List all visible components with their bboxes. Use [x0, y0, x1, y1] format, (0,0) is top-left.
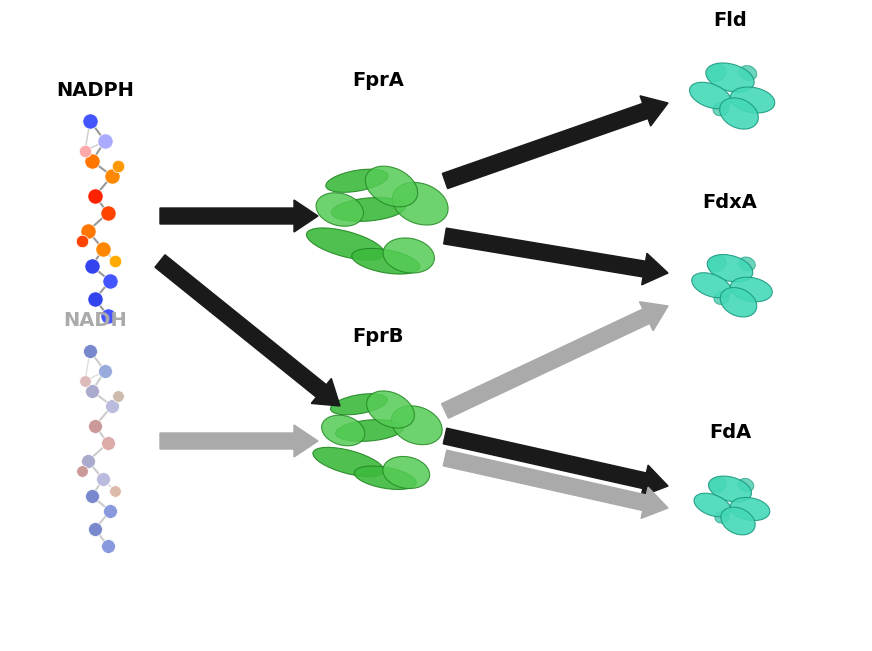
Ellipse shape [694, 493, 731, 517]
Ellipse shape [707, 64, 726, 81]
Ellipse shape [714, 292, 729, 305]
Point [108, 486, 122, 496]
Ellipse shape [719, 98, 759, 129]
Ellipse shape [721, 507, 755, 535]
FancyArrow shape [155, 255, 340, 406]
Ellipse shape [713, 102, 729, 116]
Point [85, 386, 99, 396]
Ellipse shape [715, 511, 729, 523]
Point [88, 524, 102, 534]
Point [75, 466, 89, 477]
FancyArrow shape [441, 302, 668, 418]
FancyArrow shape [444, 228, 668, 285]
Point [85, 261, 99, 271]
Ellipse shape [691, 273, 731, 298]
Ellipse shape [710, 477, 726, 493]
FancyArrow shape [160, 425, 318, 457]
Text: NADPH: NADPH [56, 81, 134, 100]
Point [101, 311, 115, 321]
Point [81, 456, 95, 466]
Text: FprA: FprA [352, 72, 404, 90]
Ellipse shape [739, 66, 757, 81]
Ellipse shape [330, 394, 387, 415]
Ellipse shape [392, 406, 442, 445]
Ellipse shape [316, 193, 364, 227]
Point [83, 346, 97, 356]
Ellipse shape [351, 249, 419, 274]
Point [88, 294, 102, 304]
Point [85, 156, 99, 166]
Text: FdxA: FdxA [703, 193, 758, 212]
Point [101, 208, 115, 218]
Text: Fld: Fld [713, 12, 747, 31]
Ellipse shape [331, 198, 405, 221]
FancyArrow shape [160, 200, 318, 232]
Ellipse shape [306, 228, 385, 260]
Point [81, 226, 95, 236]
Point [111, 161, 125, 171]
Ellipse shape [739, 257, 755, 271]
FancyArrow shape [443, 450, 668, 518]
Point [103, 276, 117, 286]
Text: FdA: FdA [709, 424, 751, 443]
Ellipse shape [313, 447, 385, 477]
Ellipse shape [322, 415, 364, 446]
Ellipse shape [392, 182, 448, 225]
Point [98, 136, 112, 146]
Point [105, 171, 119, 181]
Point [101, 437, 115, 448]
Ellipse shape [366, 391, 414, 428]
Ellipse shape [326, 169, 388, 192]
Point [103, 506, 117, 516]
Ellipse shape [365, 166, 418, 207]
Ellipse shape [336, 420, 404, 441]
Point [96, 243, 110, 254]
Ellipse shape [690, 82, 731, 109]
Ellipse shape [709, 476, 752, 502]
FancyArrow shape [442, 96, 668, 189]
Ellipse shape [730, 277, 773, 302]
Ellipse shape [705, 63, 754, 92]
Ellipse shape [354, 466, 416, 490]
Point [96, 474, 110, 484]
Point [83, 116, 97, 126]
Point [101, 541, 115, 551]
Point [108, 256, 122, 266]
Point [75, 236, 89, 246]
Point [111, 391, 125, 401]
Ellipse shape [730, 497, 770, 521]
Point [98, 366, 112, 376]
Text: NADH: NADH [63, 311, 126, 331]
Ellipse shape [720, 288, 757, 317]
Ellipse shape [707, 255, 753, 282]
Point [78, 146, 92, 156]
FancyArrow shape [443, 428, 668, 496]
Point [78, 376, 92, 386]
Text: FprB: FprB [352, 327, 404, 346]
Point [88, 191, 102, 201]
Ellipse shape [708, 256, 726, 272]
Point [85, 491, 99, 501]
Ellipse shape [739, 478, 753, 492]
Ellipse shape [383, 456, 430, 488]
Point [105, 401, 119, 411]
Ellipse shape [730, 87, 774, 113]
Point [88, 421, 102, 431]
Ellipse shape [383, 238, 434, 273]
